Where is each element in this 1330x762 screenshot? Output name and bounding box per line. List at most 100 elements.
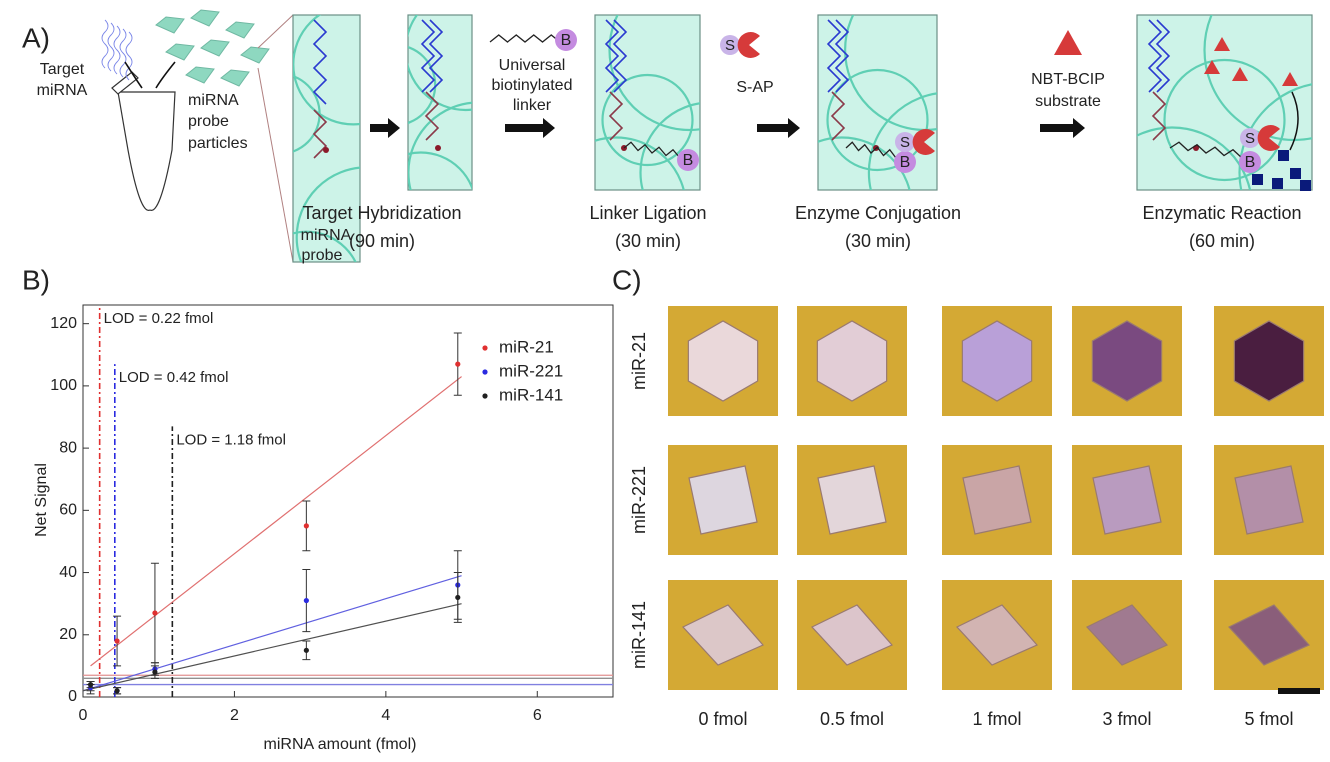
legend-label: miR-21 xyxy=(499,337,554,356)
particles-label: particles xyxy=(188,135,248,152)
scale-bar xyxy=(1278,688,1320,694)
panel-b: 0204060801001200246LOD = 0.22 fmolLOD = … xyxy=(50,305,613,724)
panel-c: miR-21 miR-221 miR-141 0 fmol 0.5 fmol 1 fmol… xyxy=(629,306,1324,729)
particle xyxy=(166,44,194,60)
mirna-squiggle xyxy=(102,20,108,68)
particles-label: probe xyxy=(188,113,229,130)
legend-label: miR-221 xyxy=(499,361,563,380)
biotin-letter: B xyxy=(683,152,694,169)
x-axis-label: miRNA amount (fmol) xyxy=(264,736,417,753)
arrow xyxy=(757,118,800,138)
column-label: 5 fmol xyxy=(1244,709,1293,729)
particle xyxy=(221,70,249,86)
particle xyxy=(191,10,219,26)
step-name: Linker Ligation xyxy=(589,203,706,223)
enzyme xyxy=(738,32,760,58)
schematic-box xyxy=(240,4,437,341)
biotin-letter: B xyxy=(561,32,572,49)
y-tick-label: 60 xyxy=(59,502,77,519)
legend-marker xyxy=(482,369,487,374)
data-point xyxy=(455,362,460,367)
panel-label: C) xyxy=(612,264,642,295)
x-tick-label: 4 xyxy=(381,707,390,724)
lod-label: LOD = 0.22 fmol xyxy=(104,310,214,327)
particle xyxy=(156,17,184,33)
column-label: 1 fmol xyxy=(972,709,1021,729)
particle xyxy=(201,40,229,56)
in-arrow xyxy=(156,62,175,88)
mirna-squiggle xyxy=(114,26,120,74)
step-time: (60 min) xyxy=(1189,231,1255,251)
zoom-line xyxy=(258,15,293,48)
legend-marker xyxy=(482,393,487,398)
data-point xyxy=(88,682,93,687)
step-name: Target Hybridization xyxy=(302,203,461,223)
precipitate xyxy=(1252,174,1263,185)
target-label: Target xyxy=(40,61,85,78)
particle-image xyxy=(689,466,757,534)
column-label: 3 fmol xyxy=(1102,709,1151,729)
step-time: (30 min) xyxy=(845,231,911,251)
step-name: Enzyme Conjugation xyxy=(795,203,961,223)
y-tick-label: 0 xyxy=(68,688,77,705)
arrow xyxy=(505,118,555,138)
step-name: Enzymatic Reaction xyxy=(1142,203,1301,223)
lod-label: LOD = 0.42 fmol xyxy=(119,369,229,386)
y-tick-label: 120 xyxy=(50,315,77,332)
biotin-letter: B xyxy=(1245,154,1256,171)
substrate-label: NBT-BCIP xyxy=(1031,71,1105,88)
precipitate xyxy=(1278,150,1289,161)
row-label: miR-141 xyxy=(629,601,649,669)
y-tick-label: 40 xyxy=(59,564,77,581)
y-tick-label: 80 xyxy=(59,439,77,456)
row-label: miR-21 xyxy=(629,332,649,390)
linker-label: Universal xyxy=(499,57,566,74)
particle-image xyxy=(818,466,886,534)
step-time: (90 min) xyxy=(349,231,415,251)
target-label: miRNA xyxy=(37,82,88,99)
legend-label: miR-141 xyxy=(499,385,563,404)
x-tick-label: 6 xyxy=(533,707,542,724)
probe-label: miRNA xyxy=(301,227,352,244)
precipitate xyxy=(1272,178,1283,189)
mirna-squiggle xyxy=(108,23,114,71)
precipitate xyxy=(1290,168,1301,179)
data-point xyxy=(114,688,119,693)
sap-label: S-AP xyxy=(736,79,773,96)
data-point xyxy=(152,670,157,675)
box-bg xyxy=(408,15,472,190)
data-point xyxy=(152,610,157,615)
lod-label: LOD = 1.18 fmol xyxy=(176,431,286,448)
precipitate xyxy=(1300,180,1311,191)
data-point xyxy=(304,598,309,603)
mirna-squiggle xyxy=(120,29,126,77)
column-label: 0.5 fmol xyxy=(820,709,884,729)
data-point xyxy=(455,595,460,600)
biotin-letter: B xyxy=(900,154,911,171)
box-bg xyxy=(293,15,360,262)
probe-end xyxy=(323,147,329,153)
data-point xyxy=(304,523,309,528)
streptavidin-letter: S xyxy=(1245,130,1255,147)
y-tick-label: 100 xyxy=(50,377,77,394)
particle xyxy=(226,22,254,38)
y-axis-label: Net Signal xyxy=(33,463,50,537)
x-tick-label: 2 xyxy=(230,707,239,724)
particles-label: miRNA xyxy=(188,92,239,109)
probe-label: probe xyxy=(302,247,343,264)
row-label: miR-221 xyxy=(629,466,649,534)
linker-label: linker xyxy=(513,97,552,114)
linker-label: biotinylated xyxy=(492,77,573,94)
legend-marker xyxy=(482,345,487,350)
particle-image xyxy=(1093,466,1161,534)
particle-image xyxy=(963,466,1031,534)
arrow xyxy=(370,118,400,138)
panel-label: B) xyxy=(22,264,50,295)
probe-end xyxy=(435,145,441,151)
substrate-label: substrate xyxy=(1035,93,1101,110)
figure: BBSBSBS 0204060801001200246LOD = 0.22 fm… xyxy=(0,0,1330,762)
streptavidin-letter: S xyxy=(900,134,910,151)
column-label: 0 fmol xyxy=(698,709,747,729)
y-tick-label: 20 xyxy=(59,626,77,643)
